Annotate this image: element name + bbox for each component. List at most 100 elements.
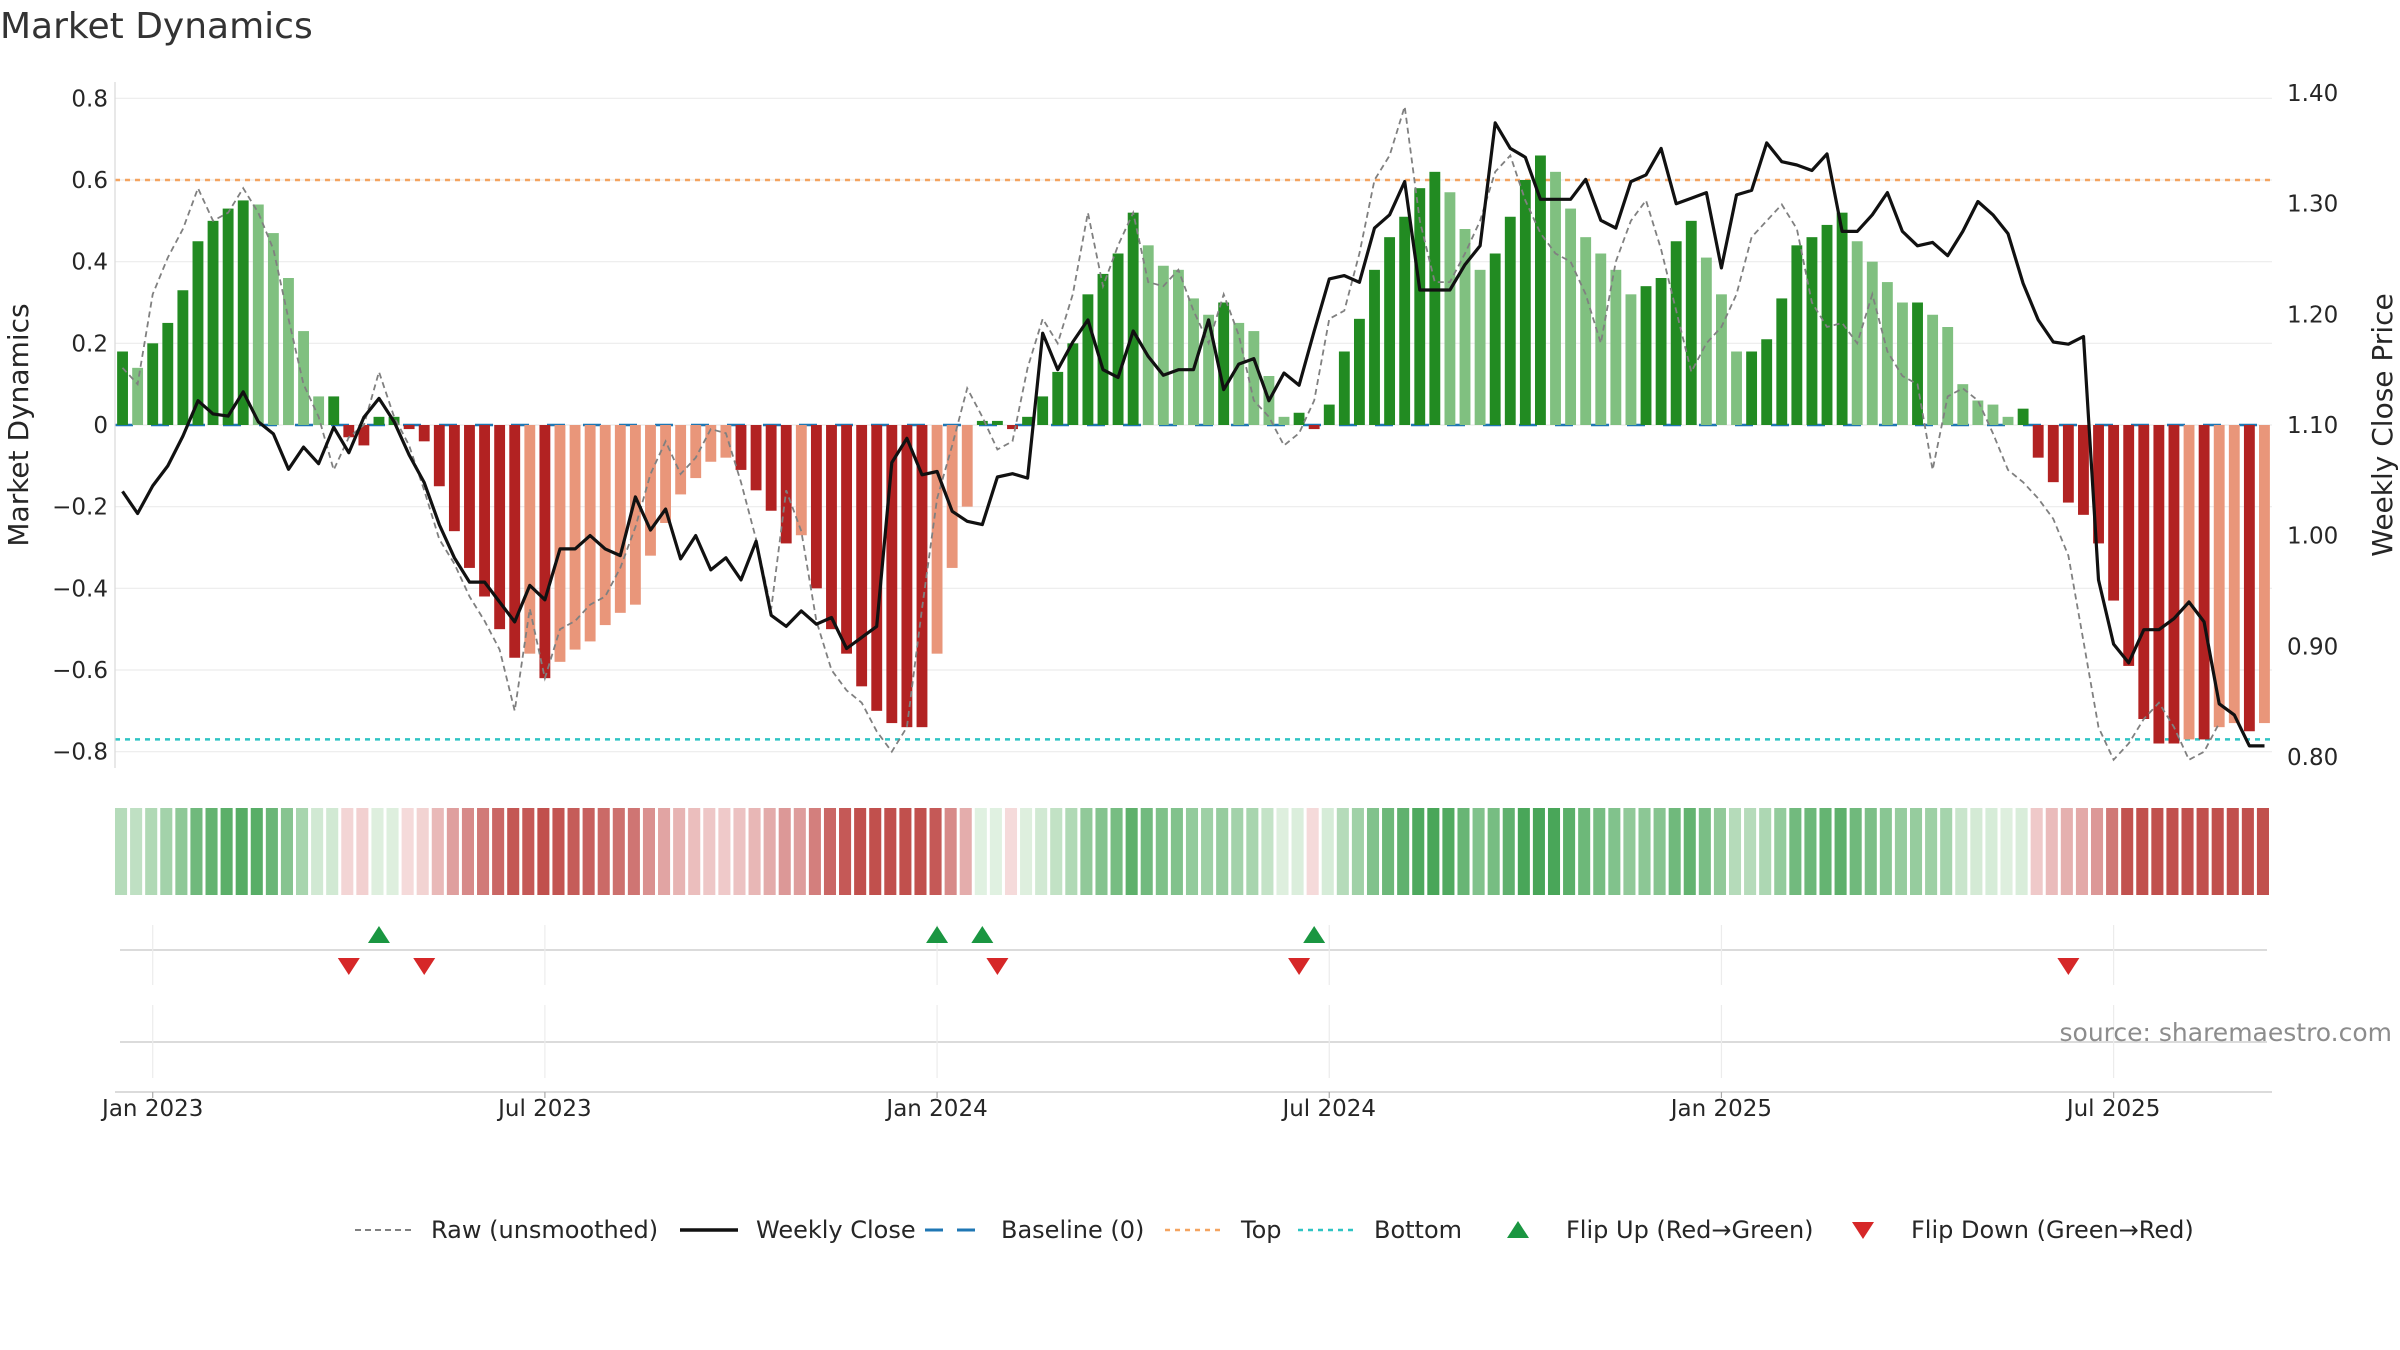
momentum-bar: [1112, 253, 1124, 425]
y-tick-label: 0.2: [71, 331, 108, 357]
regime-cell: [1351, 808, 1364, 895]
momentum-bar: [132, 367, 144, 425]
y2-tick-label: 1.20: [2287, 302, 2338, 328]
momentum-bar: [2183, 425, 2195, 740]
regime-cell: [250, 808, 263, 895]
regime-cell: [522, 808, 535, 895]
momentum-bar: [1188, 298, 1199, 425]
regime-cell: [1698, 808, 1711, 895]
regime-cell: [265, 808, 278, 895]
regime-cell: [416, 808, 429, 895]
regime-cell: [763, 808, 776, 895]
momentum-bar: [1776, 298, 1788, 425]
flip-down-marker: [337, 958, 360, 975]
regime-cell: [1563, 808, 1576, 895]
regime-cell: [1834, 808, 1847, 895]
regime-cell: [1442, 808, 1455, 895]
regime-cell: [1894, 808, 1907, 895]
momentum-bar: [298, 331, 309, 425]
regime-cell: [1502, 808, 1515, 895]
x-tick-label: Jul 2024: [1280, 1096, 1376, 1122]
momentum-bar: [1127, 212, 1139, 425]
momentum-bar: [931, 425, 943, 654]
momentum-bar: [901, 425, 913, 728]
momentum-bar: [267, 233, 279, 425]
momentum-bar: [207, 220, 219, 425]
regime-cell: [175, 808, 188, 895]
regime-cell: [1246, 808, 1259, 895]
momentum-bar: [1082, 294, 1094, 425]
regime-cell: [2106, 808, 2119, 895]
regime-cell: [446, 808, 459, 895]
y-tick-label: −0.8: [52, 740, 108, 766]
regime-cell: [235, 808, 248, 895]
momentum-bar: [2062, 425, 2074, 503]
regime-cell: [1427, 808, 1440, 895]
regime-cell: [1653, 808, 1666, 895]
momentum-bar: [1761, 339, 1773, 425]
momentum-bar: [1746, 351, 1758, 425]
momentum-bar: [1806, 237, 1818, 425]
momentum-bar: [765, 425, 777, 511]
regime-cell: [145, 808, 158, 895]
momentum-bar: [1580, 237, 1592, 425]
momentum-bar: [147, 343, 159, 425]
regime-cell: [1457, 808, 1470, 895]
regime-cell: [190, 808, 203, 895]
regime-cell: [1291, 808, 1304, 895]
regime-cell: [537, 808, 550, 895]
momentum-bar: [780, 425, 792, 544]
regime-cell: [160, 808, 173, 895]
momentum-bar: [1172, 269, 1184, 425]
momentum-bar: [237, 200, 249, 425]
regime-cell: [627, 808, 640, 895]
legend-label: Weekly Close: [756, 1216, 916, 1244]
momentum-bar: [705, 425, 717, 462]
momentum-bar: [222, 208, 234, 425]
momentum-bar: [614, 425, 626, 613]
momentum-bar: [192, 241, 204, 425]
momentum-bar: [177, 290, 189, 425]
y-tick-label: −0.4: [52, 576, 108, 602]
momentum-bar: [886, 425, 898, 724]
momentum-bar: [1625, 294, 1637, 425]
regime-cell: [1185, 808, 1199, 895]
momentum-bar: [1640, 286, 1652, 425]
regime-cell: [492, 808, 505, 895]
momentum-bar: [2168, 425, 2180, 744]
source-label: source: sharemaestro.com: [2059, 1018, 2393, 1047]
momentum-bar: [1248, 331, 1260, 425]
momentum-bar: [343, 425, 355, 438]
y2-tick-label: 1.10: [2287, 413, 2338, 439]
regime-cell: [1095, 808, 1108, 895]
regime-cell: [1774, 808, 1787, 895]
regime-cell: [1970, 808, 1983, 895]
momentum-bar: [554, 425, 566, 662]
chart-title: Market Dynamics: [0, 6, 313, 47]
momentum-bar: [1866, 261, 1878, 425]
flip-up-marker: [926, 926, 949, 943]
regime-cell: [854, 808, 867, 895]
regime-cell: [2166, 808, 2179, 895]
regime-cell: [703, 808, 716, 895]
y2-tick-label: 1.30: [2287, 192, 2338, 218]
momentum-bar: [720, 425, 732, 458]
regime-cell: [1306, 808, 1319, 895]
y-axis-title: Market Dynamics: [2, 303, 35, 546]
regime-cell: [1065, 808, 1078, 895]
regime-cell: [1759, 808, 1772, 895]
regime-cell: [1035, 808, 1048, 895]
x-tick-label: Jan 2024: [884, 1096, 987, 1122]
regime-cell: [461, 808, 474, 895]
regime-cell: [477, 808, 490, 895]
momentum-bar: [976, 420, 988, 425]
momentum-bar: [841, 425, 853, 654]
regime-cell: [582, 808, 595, 895]
regime-cell: [2090, 808, 2104, 895]
regime-cell: [1517, 808, 1530, 895]
momentum-bar: [1957, 384, 1969, 425]
momentum-bar: [2259, 425, 2270, 724]
regime-cell: [1020, 808, 1033, 895]
y2-tick-label: 0.90: [2287, 634, 2338, 660]
